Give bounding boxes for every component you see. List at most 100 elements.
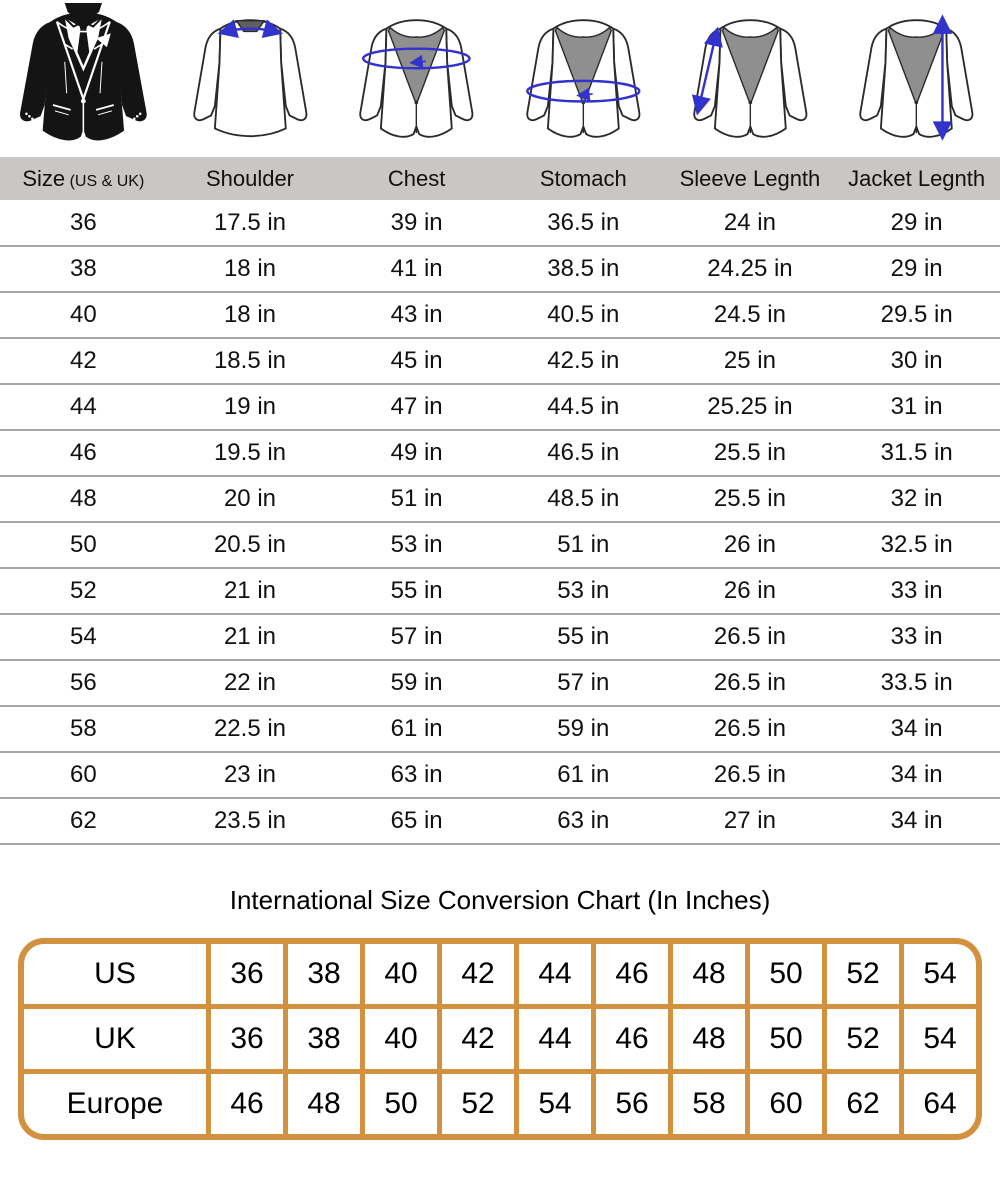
- measurement-cell: 29.5 in: [833, 292, 1000, 339]
- measurement-cell: 55 in: [333, 568, 500, 615]
- chest-measure-icon: [359, 19, 474, 138]
- size-row: 62 23.5 in 65 in 63 in 27 in 34 in: [0, 798, 1000, 845]
- conversion-size-cell: 40: [365, 944, 437, 1004]
- conversion-size-cell: 50: [750, 944, 822, 1004]
- conversion-size-cell: 62: [827, 1074, 899, 1134]
- size-value-cell: 54: [0, 614, 167, 661]
- conversion-size-cell: 48: [673, 944, 745, 1004]
- conversion-size-cell: 54: [904, 1009, 976, 1069]
- column-header: Sleeve Legnth: [666, 157, 834, 200]
- measurement-cell: 26.5 in: [666, 752, 834, 799]
- conversion-size-cell: 46: [211, 1074, 283, 1134]
- size-row: 60 23 in 63 in 61 in 26.5 in 34 in: [0, 752, 1000, 799]
- conversion-chart-title: International Size Conversion Chart (In …: [229, 885, 771, 915]
- measurement-cell: 45 in: [333, 338, 500, 385]
- measurement-cell: 33 in: [833, 614, 1000, 661]
- size-value-cell: 38: [0, 246, 167, 293]
- measurement-cell: 30 in: [833, 338, 1000, 385]
- size-row: 44 19 in 47 in 44.5 in 25.25 in 31 in: [0, 384, 1000, 431]
- measurement-cell: 21 in: [166, 568, 334, 615]
- jacket-length-measure-icon: [859, 14, 974, 141]
- size-value-cell: 52: [0, 568, 167, 615]
- measurement-cell: 23.5 in: [166, 798, 334, 845]
- conversion-size-cell: 44: [519, 1009, 591, 1069]
- size-row: 52 21 in 55 in 53 in 26 in 33 in: [0, 568, 1000, 615]
- measurement-cell: 20 in: [166, 476, 334, 523]
- measurement-cell: 40.5 in: [499, 292, 667, 339]
- measurement-cell: 34 in: [833, 752, 1000, 799]
- measurement-cell: 26 in: [666, 568, 834, 615]
- measurement-cell: 18.5 in: [166, 338, 334, 385]
- size-value-cell: 50: [0, 522, 167, 569]
- measurement-cell: 18 in: [166, 246, 334, 293]
- measurement-cell: 24.5 in: [666, 292, 834, 339]
- size-value-cell: 58: [0, 706, 167, 753]
- measurement-cell: 63 in: [499, 798, 667, 845]
- measurement-cell: 32 in: [833, 476, 1000, 523]
- size-value-cell: 60: [0, 752, 167, 799]
- conversion-size-cell: 54: [519, 1074, 591, 1134]
- figure-sleeve-length: [671, 9, 830, 149]
- measurement-cell: 55 in: [499, 614, 667, 661]
- measurement-cell: 21 in: [166, 614, 334, 661]
- column-header: Jacket Legnth: [833, 157, 1000, 200]
- conversion-size-cell: 36: [211, 944, 283, 1004]
- measurement-cell: 63 in: [333, 752, 500, 799]
- measurement-cell: 44.5 in: [499, 384, 667, 431]
- conversion-size-cell: 50: [365, 1074, 437, 1134]
- measurement-cell: 25 in: [666, 338, 834, 385]
- figure-shoulder: [171, 9, 330, 149]
- conversion-size-cell: 46: [596, 1009, 668, 1069]
- conversion-size-cell: 36: [211, 1009, 283, 1069]
- conversion-size-cell: 48: [673, 1009, 745, 1069]
- measurement-cell: 22 in: [166, 660, 334, 707]
- measurement-cell: 22.5 in: [166, 706, 334, 753]
- measurement-cell: 48.5 in: [499, 476, 667, 523]
- measurement-cell: 43 in: [333, 292, 500, 339]
- measurement-cell: 32.5 in: [833, 522, 1000, 569]
- size-row: 42 18.5 in 45 in 42.5 in 25 in 30 in: [0, 338, 1000, 385]
- size-table-header-row: Size (US & UK) Shoulder Chest Stomach Sleeve…: [0, 157, 1000, 200]
- size-row: 58 22.5 in 61 in 59 in 26.5 in 34 in: [0, 706, 1000, 753]
- conversion-size-cell: 46: [596, 944, 668, 1004]
- measurement-cell: 49 in: [333, 430, 500, 477]
- measurement-cell: 29 in: [833, 246, 1000, 293]
- conversion-size-cell: 52: [827, 1009, 899, 1069]
- measurement-cell: 57 in: [333, 614, 500, 661]
- size-row: 46 19.5 in 49 in 46.5 in 25.5 in 31.5 in: [0, 430, 1000, 477]
- conversion-size-cell: 52: [442, 1074, 514, 1134]
- measurement-cell: 19.5 in: [166, 430, 334, 477]
- measurement-cell: 65 in: [333, 798, 500, 845]
- measurement-cell: 27 in: [666, 798, 834, 845]
- conversion-table: US 36 38 40 42 44 46 48 50 52 54 UK 36 38 40 42 44 46 48 50…: [18, 938, 982, 1140]
- measurement-cell: 26.5 in: [666, 660, 834, 707]
- measurement-cell: 29 in: [833, 200, 1000, 247]
- conversion-size-cell: 60: [750, 1074, 822, 1134]
- figure-stomach: [504, 9, 663, 149]
- column-header: Stomach: [499, 157, 667, 200]
- size-row: 48 20 in 51 in 48.5 in 25.5 in 32 in: [0, 476, 1000, 523]
- sleeve-length-measure-icon: [691, 19, 808, 138]
- stomach-measure-icon: [526, 19, 641, 138]
- conversion-size-cell: 56: [596, 1074, 668, 1134]
- conversion-size-cell: 48: [288, 1074, 360, 1134]
- measurement-cell: 31.5 in: [833, 430, 1000, 477]
- measurement-cell: 34 in: [833, 706, 1000, 753]
- size-row: 36 17.5 in 39 in 36.5 in 24 in 29 in: [0, 200, 1000, 247]
- conversion-size-cell: 44: [519, 944, 591, 1004]
- size-value-cell: 56: [0, 660, 167, 707]
- measurement-cell: 57 in: [499, 660, 667, 707]
- measurement-cell: 20.5 in: [166, 522, 334, 569]
- size-value-cell: 36: [0, 200, 167, 247]
- measurement-cell: 34 in: [833, 798, 1000, 845]
- measurement-cell: 42.5 in: [499, 338, 667, 385]
- measurement-cell: 53 in: [499, 568, 667, 615]
- measurement-cell: 36.5 in: [499, 200, 667, 247]
- conversion-size-cell: 50: [750, 1009, 822, 1069]
- measurement-cell: 25.5 in: [666, 430, 834, 477]
- conversion-size-cell: 42: [442, 944, 514, 1004]
- measurement-cell: 59 in: [333, 660, 500, 707]
- measurement-cell: 59 in: [499, 706, 667, 753]
- conversion-size-cell: 38: [288, 1009, 360, 1069]
